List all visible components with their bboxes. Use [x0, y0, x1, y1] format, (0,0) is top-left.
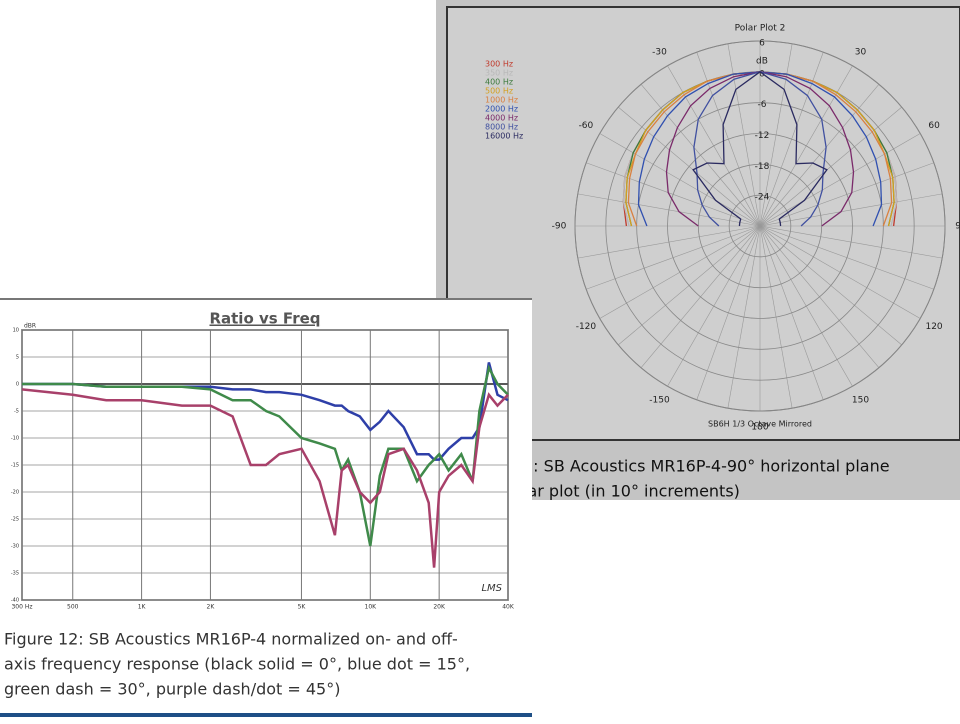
freq-chart: Ratio vs Freq dBR -40 -35 -30 -25 -20 -15 -10 -5 0…: [11, 310, 515, 611]
polar-curve: [693, 71, 761, 227]
legend-entry: 4000 Hz: [485, 114, 518, 123]
theta-tick-label: -30: [652, 47, 667, 57]
polar-curve: [692, 71, 761, 227]
caption-line: Figure 12: SB Acoustics MR16P-4 normaliz…: [4, 630, 458, 649]
y-tick-label: -30: [11, 544, 19, 550]
footer-bar: [0, 713, 532, 717]
theta-tick-label: -120: [576, 322, 597, 332]
legend-entry: 300 Hz: [485, 60, 513, 69]
response-curve: [21, 388, 509, 568]
y-tick-label: -5: [14, 409, 19, 415]
theta-tick-label: -60: [579, 121, 594, 131]
y-tick-label: -20: [11, 490, 19, 496]
theta-tick-label: 120: [925, 322, 942, 332]
x-tick-label: 300 Hz: [11, 604, 32, 611]
chart-footer: SB6H 1/3 Octave Mirrored: [708, 420, 812, 429]
theta-tick-label: 30: [855, 47, 867, 57]
r-tick-label: -6: [758, 100, 767, 110]
theta-tick-label: -90: [552, 222, 567, 232]
caption-line: axis frequency response (black solid = 0…: [4, 655, 470, 674]
theta-tick-label: 90: [955, 222, 960, 232]
polar-curve: [627, 71, 761, 227]
x-tick-label: 20K: [433, 604, 446, 611]
chart-title: Ratio vs Freq: [209, 310, 320, 328]
chart-title: Polar Plot 2: [735, 24, 786, 34]
y-tick-label: 10: [13, 328, 19, 334]
y-tick-label: -40: [11, 598, 19, 604]
ring: [728, 194, 792, 258]
polar-curve: [759, 71, 827, 227]
y-axis-label: dBR: [24, 323, 36, 330]
polar-curve: [759, 71, 828, 227]
caption-line: green dash = 30°, purple dash/dot = 45°): [4, 680, 340, 699]
legend-entry: 1000 Hz: [485, 96, 518, 105]
legend-entry: 2000 Hz: [485, 105, 518, 114]
legend-entry: 500 Hz: [485, 87, 513, 96]
polar-curve: [759, 71, 855, 227]
caption-line: lar plot (in 10° increments): [523, 482, 740, 501]
r-tick-label: -12: [755, 131, 770, 141]
x-tick-label: 5K: [298, 604, 307, 611]
theta-tick-label: 150: [852, 396, 869, 406]
theta-tick-label: 60: [928, 121, 940, 131]
y-tick-label: -35: [11, 571, 19, 577]
x-tick-label: 10K: [365, 604, 378, 611]
theta-tick-label: 180: [751, 423, 768, 433]
y-tick-label: 0: [16, 382, 19, 388]
polar-chart: 60-6-12-18-24dB-3030-6060-9090-120120-15…: [485, 24, 960, 433]
r-tick-label: 0: [759, 69, 765, 79]
watermark: LMS: [481, 583, 502, 594]
x-tick-label: 2K: [207, 604, 216, 611]
ring: [667, 133, 853, 319]
polar-curve: [759, 71, 883, 227]
r-tick-label: -24: [755, 193, 770, 203]
r-tick-label: -18: [755, 162, 770, 172]
legend-entry: 16000 Hz: [485, 132, 523, 141]
legend-entry: 8000 Hz: [485, 123, 518, 132]
r-axis-label: dB: [756, 57, 768, 67]
x-tick-label: 40K: [502, 604, 515, 611]
theta-tick-label: -150: [649, 396, 670, 406]
polar-curve: [759, 71, 893, 227]
y-tick-label: 5: [16, 355, 19, 361]
y-tick-label: -15: [11, 463, 19, 469]
ring: [697, 163, 823, 289]
polar-curve: [665, 71, 761, 227]
legend-entry: 350 Hz: [485, 69, 513, 78]
response-curve: [22, 362, 509, 461]
x-tick-label: 500: [67, 604, 79, 611]
x-tick-label: 1K: [138, 604, 147, 611]
y-tick-label: -10: [11, 436, 19, 442]
r-tick-label: 6: [759, 39, 765, 49]
y-tick-label: -25: [11, 517, 19, 523]
ring: [574, 40, 946, 412]
legend-entry: 400 Hz: [485, 78, 513, 87]
polar-curve: [637, 71, 761, 227]
caption-line: 3: SB Acoustics MR16P-4-90° horizontal p…: [523, 457, 890, 476]
